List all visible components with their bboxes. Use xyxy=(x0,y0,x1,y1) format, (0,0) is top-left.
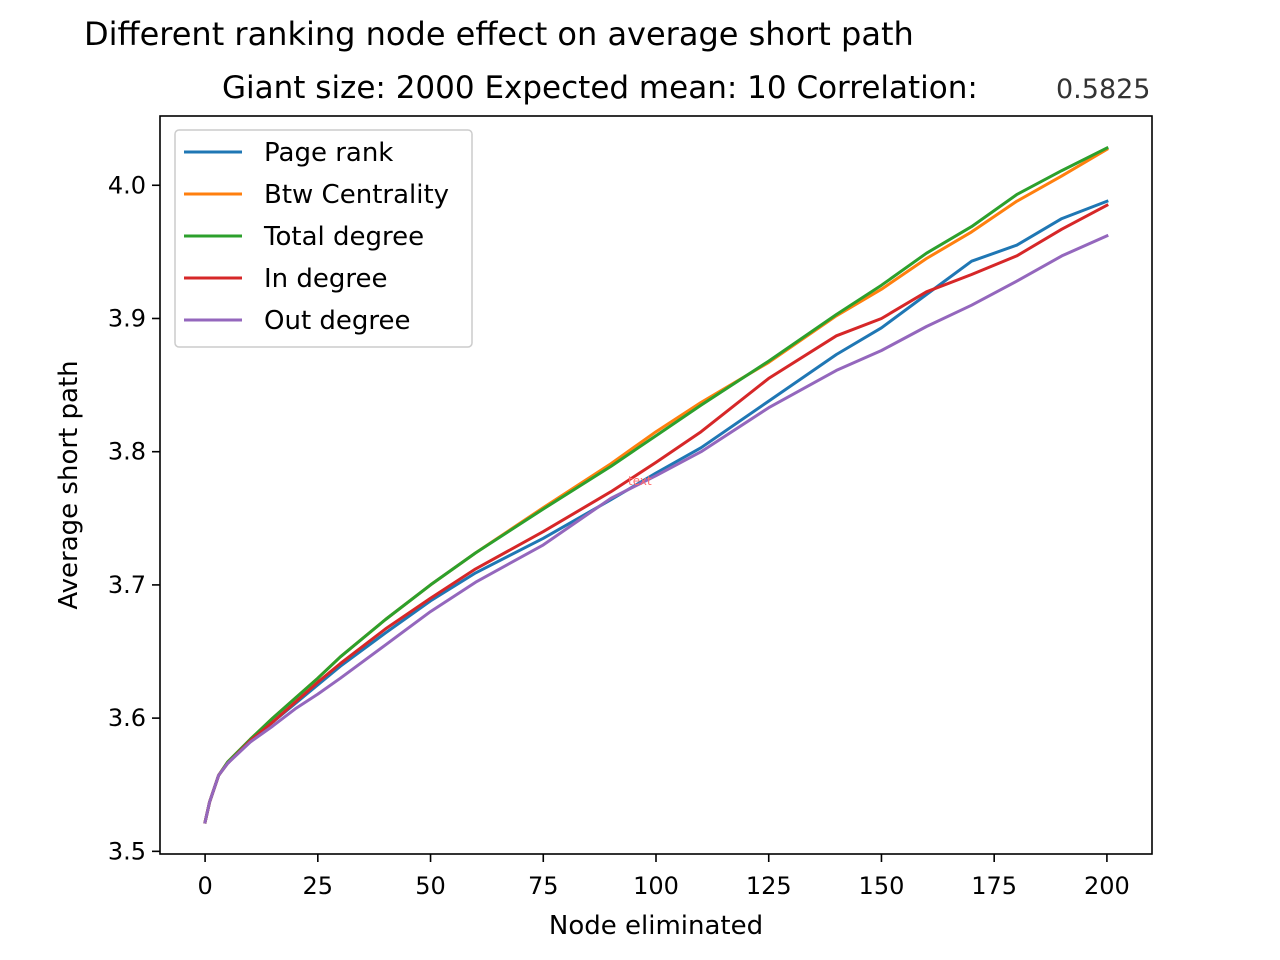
x-axis-label: Node eliminated xyxy=(549,911,763,941)
legend-label: Total degree xyxy=(263,222,424,252)
series-line-out-degree xyxy=(203,233,1109,824)
plot-lines xyxy=(203,145,1109,824)
y-tick-label: 3.9 xyxy=(108,304,146,332)
y-axis-label: Average short path xyxy=(54,360,84,609)
x-tick-label: 200 xyxy=(1084,872,1130,900)
x-tick-label: 175 xyxy=(971,872,1017,900)
legend-label: Btw Centrality xyxy=(264,180,449,210)
x-tick-label: 150 xyxy=(859,872,905,900)
legend: Page rank Btw Centrality Total degree In de… xyxy=(174,129,473,348)
legend-label: Out degree xyxy=(264,306,411,336)
chart-annotation: text xyxy=(628,474,652,488)
x-tick-label: 75 xyxy=(528,872,559,900)
chart-subtitle-value: 0.5825 xyxy=(1056,74,1150,105)
legend-label: In degree xyxy=(264,264,388,294)
x-tick-label: 0 xyxy=(197,872,212,900)
y-tick-label: 3.8 xyxy=(108,438,146,466)
chart-subtitle: Giant size: 2000 Expected mean: 10 Corre… xyxy=(222,70,978,106)
x-tick-label: 125 xyxy=(746,872,792,900)
y-tick-label: 3.7 xyxy=(108,571,146,599)
y-tick-label: 3.5 xyxy=(108,837,146,865)
x-tick-label: 100 xyxy=(633,872,679,900)
y-axis: 3.5 3.6 3.7 3.8 3.9 4.0 xyxy=(108,171,160,865)
legend-frame xyxy=(174,129,473,348)
x-axis: 0 25 50 75 100 125 150 175 200 xyxy=(197,854,1130,900)
y-tick-label: 3.6 xyxy=(108,704,146,732)
y-tick-label: 4.0 xyxy=(108,171,146,199)
chart-title: Different ranking node effect on average… xyxy=(84,15,914,53)
legend-label: Page rank xyxy=(264,138,393,168)
x-tick-label: 25 xyxy=(303,872,334,900)
x-tick-label: 50 xyxy=(415,872,446,900)
